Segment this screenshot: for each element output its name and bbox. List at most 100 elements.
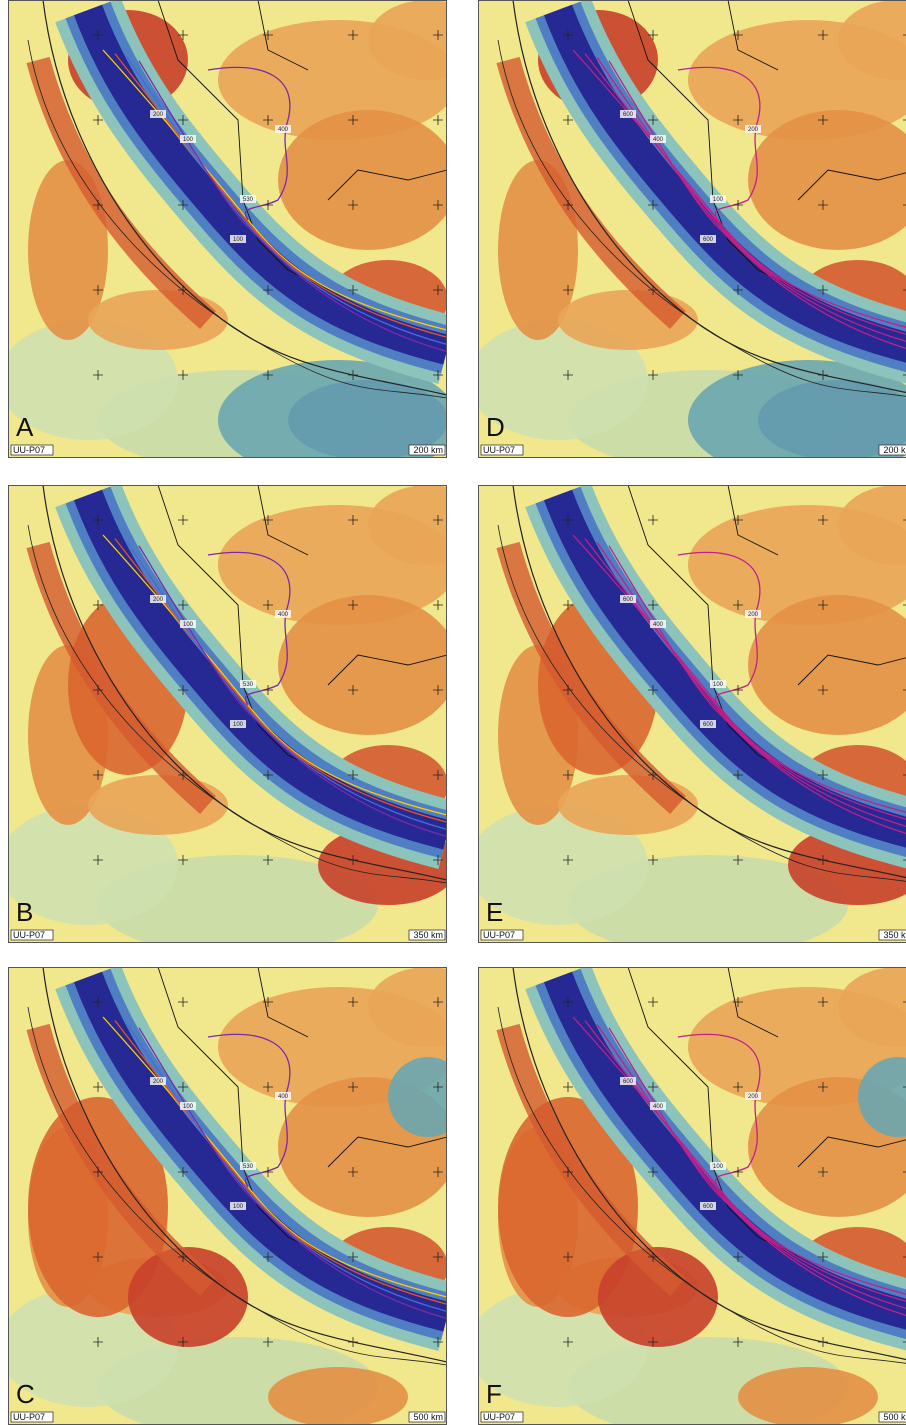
anomaly: [748, 595, 906, 735]
low-velocity: [496, 1023, 686, 1297]
contour-label-box: [650, 1102, 666, 1110]
anomaly: [268, 1367, 408, 1425]
graticule-cross: [648, 515, 658, 525]
graticule-cross: [563, 770, 573, 780]
contour-label-box: [710, 195, 726, 203]
graticule-cross: [648, 1082, 658, 1092]
model-tag-box: [480, 444, 524, 456]
contour-label: 600: [703, 722, 714, 728]
coastline: [157, 0, 447, 291]
anomaly: [278, 595, 447, 735]
graticule-cross: [178, 600, 188, 610]
graticule-cross: [818, 30, 828, 40]
graticule-cross: [563, 997, 573, 1007]
graticule-cross: [93, 600, 103, 610]
anomaly: [738, 1367, 878, 1425]
graticule-cross: [348, 1082, 358, 1092]
contour-label: 100: [713, 1164, 724, 1170]
contour-label: 400: [653, 137, 664, 143]
depth-contour: [677, 551, 761, 706]
graticule-cross: [433, 855, 443, 865]
contour-label: 200: [153, 1079, 164, 1085]
depth-scale: 200 km: [883, 445, 906, 455]
contour-label: 600: [623, 597, 634, 603]
depth-contour: [102, 49, 447, 331]
graticule-cross: [178, 115, 188, 125]
model-tag: UU-P07: [13, 445, 45, 455]
graticule-cross: [433, 1252, 443, 1262]
graticule-cross: [93, 1252, 103, 1262]
graticule-cross: [818, 1337, 828, 1347]
anomaly: [598, 1247, 718, 1347]
graticule-cross: [563, 1337, 573, 1347]
graticule-cross: [433, 600, 443, 610]
graticule-cross: [433, 515, 443, 525]
coastline: [157, 967, 447, 1258]
contour-label-box: [700, 235, 716, 243]
anomaly: [688, 360, 906, 458]
graticule-cross: [563, 285, 573, 295]
graticule-cross: [348, 515, 358, 525]
anomaly: [278, 110, 447, 250]
panel-letter: A: [16, 412, 34, 442]
graticule-cross: [348, 855, 358, 865]
contour-label-box: [710, 1162, 726, 1170]
frame: [8, 0, 447, 458]
low-velocity: [496, 56, 686, 330]
contour-label: 100: [183, 622, 194, 628]
frame: [478, 0, 906, 458]
graticule-cross: [733, 30, 743, 40]
contour-label: 100: [713, 197, 724, 203]
graticule-cross: [93, 370, 103, 380]
slab-core: [543, 971, 906, 1330]
contour-label: 530: [243, 682, 254, 688]
graticule-cross: [93, 115, 103, 125]
graticule-cross: [818, 370, 828, 380]
graticule-cross: [733, 1167, 743, 1177]
anomaly: [368, 0, 447, 80]
graticule-cross: [348, 1167, 358, 1177]
contour-label: 530: [243, 1164, 254, 1170]
depth-contour: [126, 1023, 447, 1313]
graticule-cross: [433, 200, 443, 210]
anomaly: [858, 1057, 906, 1137]
depth-contour: [102, 1016, 447, 1298]
trench: [27, 524, 447, 884]
depth-contour: [677, 1033, 761, 1188]
contour-label: 200: [748, 127, 759, 133]
contour-label-box: [620, 595, 636, 603]
anomaly: [368, 485, 447, 565]
contour-label-box: [700, 1202, 716, 1210]
graticule-cross: [733, 770, 743, 780]
graticule-cross: [818, 770, 828, 780]
graticule-cross: [733, 1337, 743, 1347]
graticule-cross: [648, 1252, 658, 1262]
graticule-cross: [178, 515, 188, 525]
graticule-cross: [563, 685, 573, 695]
depth-scale: 350 km: [413, 930, 443, 940]
trench: [497, 39, 906, 397]
contour-label-box: [745, 125, 761, 133]
graticule-cross: [263, 515, 273, 525]
contour-label: 400: [278, 612, 289, 618]
graticule-cross: [263, 685, 273, 695]
model-tag: UU-P07: [13, 1412, 45, 1422]
anomaly: [838, 485, 906, 565]
graticule-cross: [178, 1082, 188, 1092]
contour-label-box: [240, 1162, 256, 1170]
map-panel: 200 100 400 530 100 A UU-P07 200 km: [8, 0, 447, 458]
contour-label: 100: [233, 722, 244, 728]
trench: [27, 39, 447, 399]
graticule-cross: [178, 770, 188, 780]
contour-label: 100: [183, 137, 194, 143]
graticule-cross: [263, 200, 273, 210]
anomaly: [388, 1057, 447, 1137]
contour-label-box: [150, 595, 166, 603]
graticule-cross: [263, 1082, 273, 1092]
slab-core: [543, 4, 906, 363]
anomaly: [28, 1097, 168, 1317]
anomaly: [498, 160, 578, 340]
trench: [497, 1006, 906, 1364]
graticule-cross: [903, 859, 906, 861]
low-velocity: [496, 541, 686, 815]
